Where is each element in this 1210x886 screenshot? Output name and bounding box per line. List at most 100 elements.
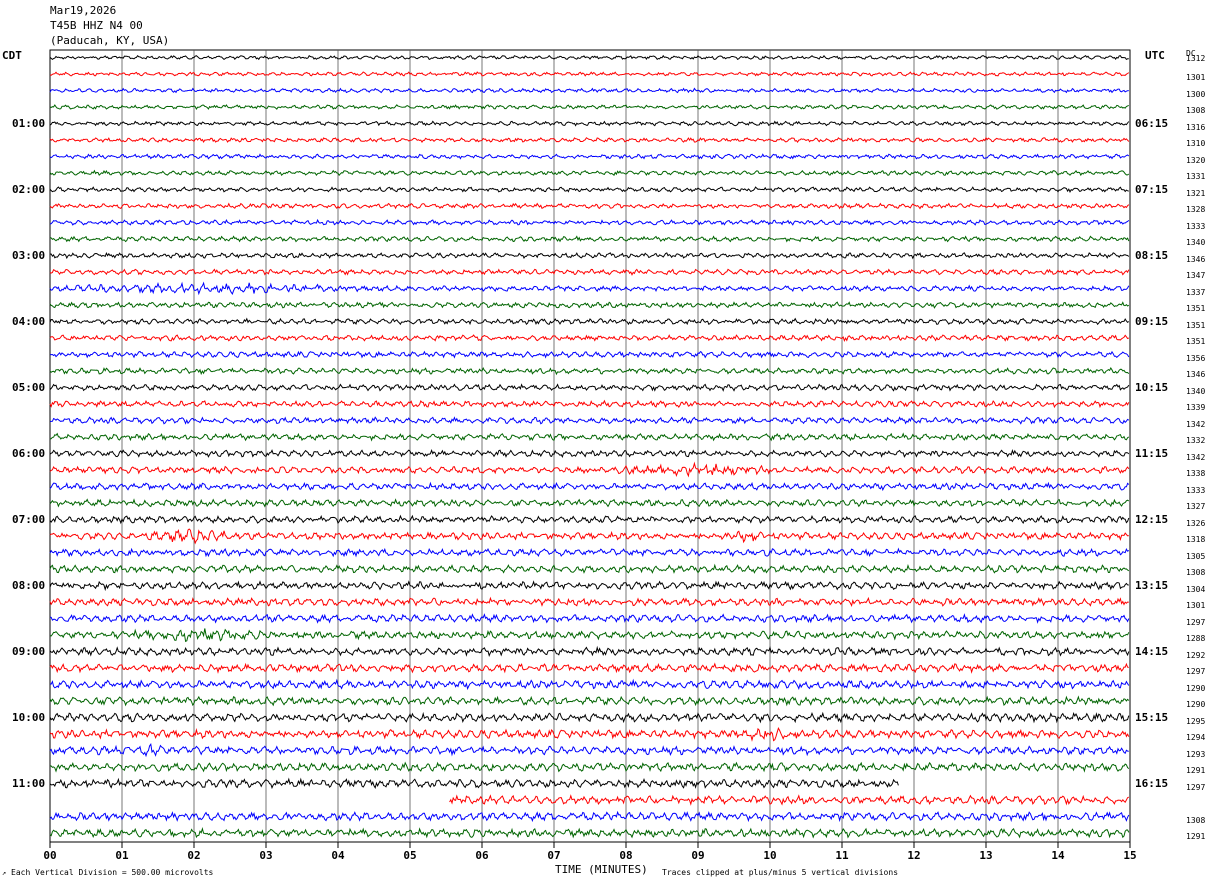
right-hour-label: 11:15 [1135,446,1169,460]
left-hour-label: 05:00 [12,380,46,394]
left-hour-label: 04:00 [12,314,46,328]
x-tick-label-15: 15 [1123,849,1136,862]
dc-offset-label: 1300 [1186,89,1206,99]
dc-offset-label: 1342 [1186,452,1206,462]
trace-row-25 [49,461,1130,478]
x-tick-label-12: 12 [907,849,920,862]
x-axis-title: TIME (MINUTES) [555,863,648,876]
right-hour-label: 08:15 [1135,248,1169,262]
x-tick-label-04: 04 [331,849,345,862]
trace-row-17 [49,334,1129,343]
trace-row-15 [49,301,1130,309]
trace-row-35 [49,628,1130,643]
dc-offset-label: 1351 [1186,337,1206,346]
dc-offset-label: 1339 [1186,403,1206,412]
trace-row-33 [49,596,1129,607]
dc-offset-label: 1290 [1186,700,1206,709]
trace-row-47 [49,827,1130,839]
right-hour-label: 10:15 [1135,380,1169,394]
right-hour-label: 14:15 [1135,644,1169,658]
left-hour-label: 08:00 [12,578,46,592]
dc-offset-label: 1318 [1186,535,1206,544]
left-timezone-label: CDT [2,49,22,62]
left-hour-label: 11:00 [12,776,46,790]
date-label: Mar19,2026 [50,4,117,17]
trace-row-6 [49,153,1130,160]
trace-row-10 [49,218,1130,226]
trace-row-4 [49,120,1130,127]
dc-offset-label: 1351 [1186,304,1206,313]
trace-row-3 [49,104,1129,110]
dc-offset-label: 1293 [1186,749,1206,759]
trace-row-11 [49,235,1130,243]
trace-row-28 [49,514,1130,525]
left-hour-label: 01:00 [12,116,46,130]
dc-offset-label: 1301 [1186,73,1206,82]
scale-note: ↗ Each Vertical Division = 500.00 microv… [2,868,214,877]
trace-row-20 [49,383,1130,392]
dc-offset-label: 1294 [1186,733,1206,742]
trace-row-18 [49,350,1130,359]
dc-offset-label: 1356 [1186,353,1206,363]
trace-row-1 [49,71,1130,77]
dc-offset-label: 1295 [1186,716,1206,726]
left-hour-label: 02:00 [12,182,46,196]
dc-offset-label: 1351 [1186,320,1206,330]
dc-offset-label: 1288 [1186,634,1206,643]
minute-gridlines [121,50,1059,842]
trace-row-22 [49,416,1130,425]
dc-offset-label: 1297 [1186,782,1206,792]
dc-offset-label: 1308 [1186,106,1206,115]
x-tick-label-11: 11 [835,849,849,862]
right-hour-label: 07:15 [1135,182,1169,196]
x-tick-label-08: 08 [619,849,632,862]
dc-offset-label: 1297 [1186,667,1206,676]
trace-row-23 [49,432,1130,442]
trace-row-40 [49,711,1130,724]
plot-border [49,49,1131,843]
x-tick-label-05: 05 [403,849,416,862]
dc-offset-label: 1310 [1186,139,1206,148]
left-hour-label: 06:00 [12,446,46,460]
seismic-traces [49,54,1130,839]
dc-offset-label: 1337 [1186,287,1206,297]
trace-row-39 [49,695,1130,707]
dc-offset-label: 1320 [1186,155,1206,165]
dc-offset-label: 1304 [1186,584,1206,594]
dc-offset-label: 1326 [1186,518,1206,528]
left-hour-label: 09:00 [12,644,46,658]
trace-row-0 [49,54,1129,61]
trace-row-45 [449,794,1130,806]
trace-row-32 [49,580,1129,592]
dc-offset-label: 1312 [1186,53,1206,63]
trace-row-38 [49,678,1130,691]
dc-offset-label: 1308 [1186,568,1206,577]
trace-row-2 [49,87,1129,94]
dc-offset-label: 1328 [1186,205,1206,214]
trace-row-31 [49,563,1130,574]
x-tick-label-00: 00 [43,849,56,862]
trace-row-34 [49,613,1130,624]
right-hour-label: 06:15 [1135,116,1169,130]
clip-note: Traces clipped at plus/minus 5 vertical … [662,868,899,877]
dc-offset-label: 1340 [1186,386,1206,396]
trace-row-36 [49,645,1130,657]
trace-row-42 [49,743,1129,758]
x-tick-label-06: 06 [475,849,489,862]
dc-offset-label: 1333 [1186,485,1206,495]
dc-offset-label: 1297 [1186,617,1206,627]
x-axis-ticks: 00 01 02 03 04 05 06 07 08 09 10 11 12 13 14 15 [43,842,1137,862]
trace-row-5 [49,136,1130,144]
right-hour-label: 16:15 [1135,776,1169,790]
trace-row-27 [49,498,1130,508]
trace-row-19 [49,366,1130,376]
dc-offset-label: 1333 [1186,221,1206,231]
right-hour-label: 12:15 [1135,512,1169,526]
station-label: T45B HHZ N4 00 [50,19,143,32]
dc-offset-label: 1346 [1186,254,1206,264]
x-tick-label-01: 01 [115,849,129,862]
x-tick-label-13: 13 [979,849,992,862]
dc-offset-label: 1308 [1186,815,1206,825]
left-hour-label: 03:00 [12,248,46,262]
